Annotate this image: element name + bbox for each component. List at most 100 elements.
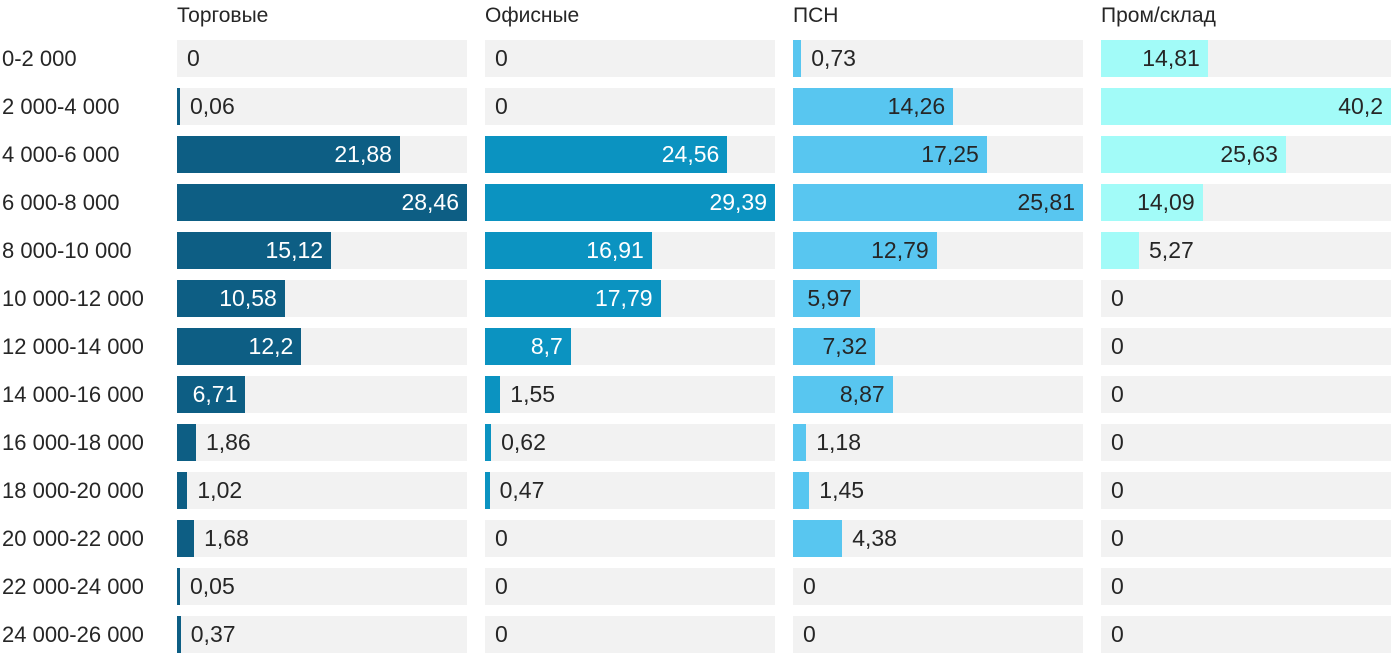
bar[interactable]: 25,81	[793, 184, 1083, 221]
bar-track: 0,47	[485, 472, 775, 509]
bar-value-label: 1,45	[819, 477, 865, 503]
bar-track: 0	[1101, 472, 1391, 509]
row-label: 2 000-4 000	[2, 94, 120, 119]
bar-value-label: 24,56	[661, 141, 720, 167]
bar-value-label: 0,47	[499, 477, 545, 503]
bar-value-label: 40,2	[1338, 93, 1383, 119]
bar[interactable]	[793, 424, 807, 461]
row-label: 18 000-20 000	[2, 478, 144, 503]
bar[interactable]: 14,26	[793, 88, 954, 125]
bar-value-label: 0	[1111, 333, 1124, 359]
bar[interactable]: 14,09	[1101, 184, 1203, 221]
bar[interactable]	[793, 40, 802, 77]
bar-value-label: 0	[495, 525, 508, 551]
bar-track: 0	[1101, 520, 1391, 557]
bar-value-label: 0	[495, 621, 508, 647]
bar-value-label: 6,71	[192, 381, 238, 407]
bar-value-label: 15,12	[265, 237, 324, 263]
bar-value-label: 0,05	[190, 573, 235, 599]
bar-track: 0	[485, 616, 775, 653]
bar[interactable]	[177, 472, 188, 509]
bar-track: 4,38	[793, 520, 1083, 557]
bar-value-label: 4,38	[852, 525, 897, 551]
bar[interactable]	[177, 616, 181, 653]
bar[interactable]	[793, 520, 843, 557]
bar-value-label: 0	[1111, 621, 1124, 647]
bar-track: 1,68	[177, 520, 467, 557]
bar[interactable]: 8,87	[793, 376, 893, 413]
row-label: 24 000-26 000	[2, 622, 144, 647]
bar-value-label: 0	[495, 93, 508, 119]
bar-track: 0	[793, 616, 1083, 653]
row-label: 6 000-8 000	[2, 190, 120, 215]
bar[interactable]: 5,97	[793, 280, 861, 317]
bar[interactable]: 12,2	[177, 328, 302, 365]
bar[interactable]: 17,25	[793, 136, 987, 173]
bar[interactable]: 29,39	[485, 184, 775, 221]
bar-track: 5,97	[793, 280, 1083, 317]
bar-track: 0	[793, 568, 1083, 605]
bar-value-label: 17,79	[594, 285, 653, 311]
bar[interactable]: 40,2	[1101, 88, 1391, 125]
bar-value-label: 21,88	[334, 141, 392, 167]
bar-value-label: 0,37	[190, 621, 236, 647]
bar-value-label: 0	[1111, 381, 1124, 407]
bar[interactable]	[177, 568, 180, 605]
bar[interactable]	[1101, 232, 1140, 269]
bar-track: 0	[1101, 568, 1391, 605]
bar-track: 21,88	[177, 136, 467, 173]
bar-value-label: 0	[1111, 525, 1124, 551]
bar-track: 29,39	[485, 184, 775, 221]
bar-value-label: 5,97	[807, 285, 853, 311]
bar-value-label: 1,86	[205, 429, 251, 455]
bar[interactable]: 25,63	[1101, 136, 1286, 173]
bar[interactable]: 16,91	[485, 232, 652, 269]
bar-track: 0,05	[177, 568, 467, 605]
bar-track: 14,81	[1101, 40, 1391, 77]
bar[interactable]	[177, 88, 180, 125]
bar[interactable]	[485, 424, 492, 461]
bar-value-label: 7,32	[822, 333, 868, 359]
bar-track: 0	[485, 88, 775, 125]
column-header: Пром/склад	[1101, 4, 1216, 27]
bar[interactable]: 17,79	[485, 280, 661, 317]
column-header: Офисные	[485, 4, 580, 27]
bar[interactable]: 10,58	[177, 280, 285, 317]
grouped-bar-chart: Торговые Офисные ПСН Пром/склад 0-2 000 0 0 0,7…	[2, 4, 1391, 653]
bar[interactable]: 8,7	[485, 328, 571, 365]
bar[interactable]: 24,56	[485, 136, 728, 173]
bar-value-label: 16,91	[586, 237, 644, 263]
bar-track: 8,87	[793, 376, 1083, 413]
row-label: 14 000-16 000	[2, 382, 144, 407]
bar-track: 14,26	[793, 88, 1083, 125]
bar-track: 0,62	[485, 424, 775, 461]
bar-value-label: 1,68	[204, 525, 249, 551]
bar-track: 25,63	[1101, 136, 1391, 173]
bar[interactable]: 12,79	[793, 232, 937, 269]
bar[interactable]: 7,32	[793, 328, 876, 365]
bar[interactable]: 15,12	[177, 232, 332, 269]
bar-value-label: 0	[495, 45, 508, 71]
bar-track: 0	[1101, 376, 1391, 413]
bar[interactable]: 14,81	[1101, 40, 1208, 77]
bar[interactable]: 6,71	[177, 376, 246, 413]
bar-value-label: 14,09	[1137, 189, 1195, 215]
bar-value-label: 14,81	[1142, 45, 1200, 71]
bar[interactable]	[793, 472, 810, 509]
bar-track: 10,58	[177, 280, 467, 317]
bar-track: 1,55	[485, 376, 775, 413]
row-label: 22 000-24 000	[2, 574, 144, 599]
bar-track: 0,37	[177, 616, 467, 653]
bar[interactable]: 28,46	[177, 184, 467, 221]
bar-track: 28,46	[177, 184, 467, 221]
bar[interactable]: 21,88	[177, 136, 400, 173]
row-label: 12 000-14 000	[2, 334, 144, 359]
bar[interactable]	[177, 520, 195, 557]
bar[interactable]	[485, 472, 490, 509]
row-label: 10 000-12 000	[2, 286, 144, 311]
row-label: 0-2 000	[2, 46, 77, 71]
bar[interactable]	[177, 424, 196, 461]
bar-track: 0	[485, 520, 775, 557]
bar[interactable]	[485, 376, 501, 413]
bar-value-label: 5,27	[1149, 237, 1194, 263]
